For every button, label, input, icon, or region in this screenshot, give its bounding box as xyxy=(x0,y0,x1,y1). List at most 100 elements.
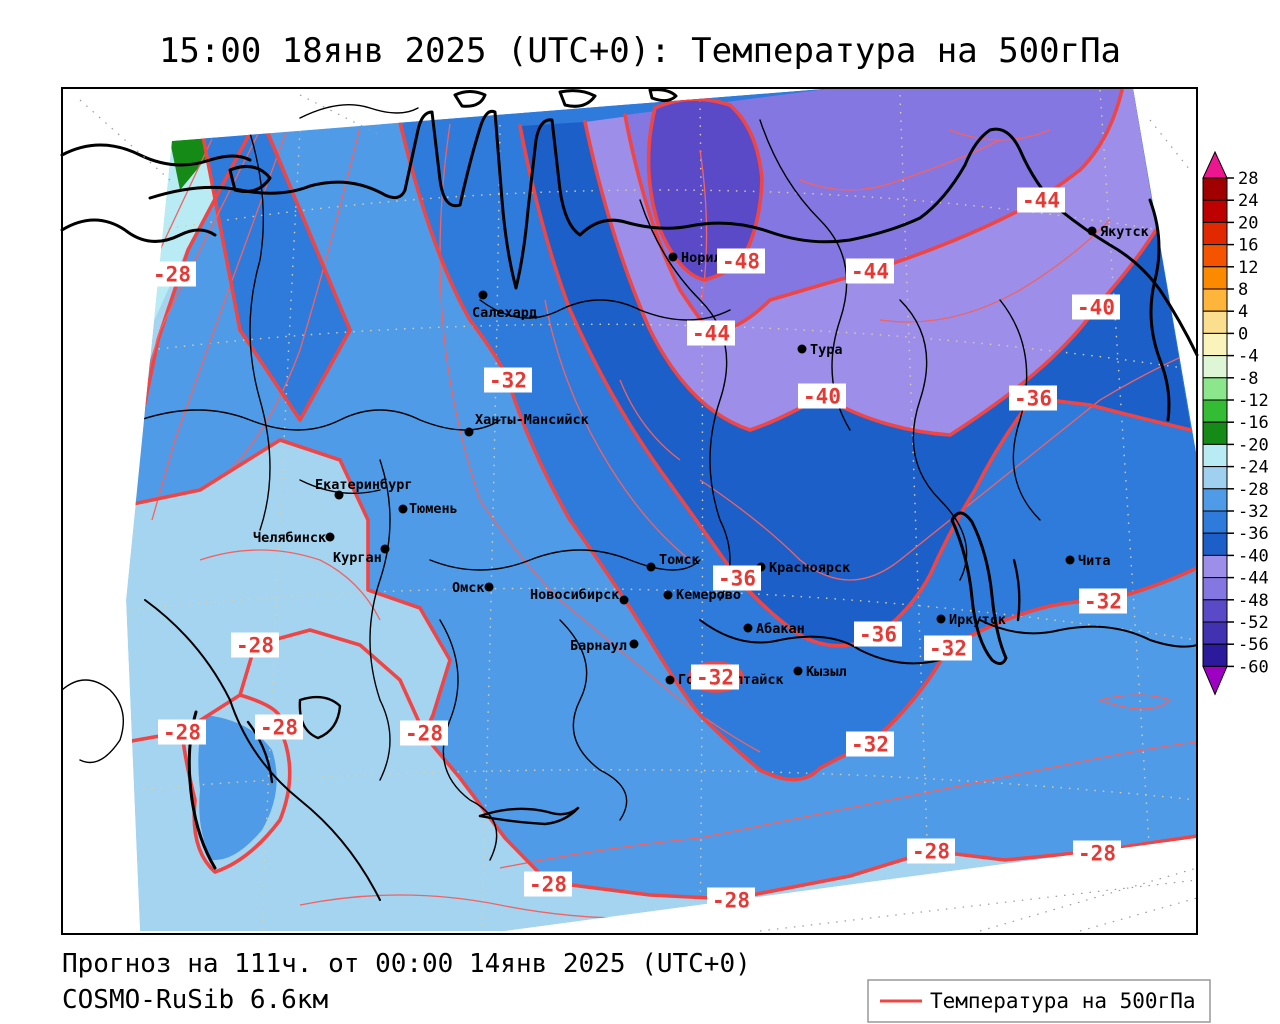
colorbar-cell xyxy=(1202,221,1228,246)
colorbar-under-arrow xyxy=(1202,665,1228,696)
colorbar-tick-label: -16 xyxy=(1238,413,1269,433)
colorbar-cell xyxy=(1202,532,1228,556)
city-label: Омск xyxy=(452,580,485,596)
city-dot xyxy=(1065,555,1075,565)
colorbar-tick-label: -52 xyxy=(1238,613,1269,633)
contour-label: -28 xyxy=(400,720,448,746)
city-dot xyxy=(478,290,488,300)
colorbar-tick-label: -44 xyxy=(1238,569,1269,589)
contour-label-box xyxy=(524,871,572,897)
legend-label: Температура на 500гПа xyxy=(930,989,1196,1013)
contour-label: -28 xyxy=(158,719,206,745)
city-label: Ханты-Мансийск xyxy=(475,412,589,428)
city-label: Курган xyxy=(333,550,382,566)
contour-label-box xyxy=(1079,588,1127,614)
contour-label: -36 xyxy=(713,565,761,591)
region-minus32-36-tongue xyxy=(203,131,350,420)
aral-sea xyxy=(298,695,342,740)
contour-label-box xyxy=(924,635,972,661)
contour-label-box xyxy=(798,383,846,409)
city: Томск xyxy=(646,552,700,572)
arctic-island-1 xyxy=(453,90,487,108)
contour-label-box xyxy=(717,248,765,274)
contour-label-value: -28 xyxy=(236,634,274,658)
colorbar-cell xyxy=(1202,554,1228,579)
city: Кемерово xyxy=(663,587,741,603)
colorbar-tick-label: 16 xyxy=(1238,236,1258,256)
contour-label: -28 xyxy=(907,838,955,864)
contour-label-value: -28 xyxy=(712,889,750,913)
city-dot xyxy=(668,252,678,262)
contour-label: -44 xyxy=(687,320,735,346)
colorbar-cell xyxy=(1202,310,1228,334)
colorbar-tick-label: 24 xyxy=(1238,191,1258,211)
city: Красноярск xyxy=(756,560,850,576)
contour-label: -36 xyxy=(1009,385,1057,411)
lake-baikal xyxy=(950,511,1008,665)
colorbar-tick-label: -48 xyxy=(1238,591,1269,611)
contour-label-value: -32 xyxy=(489,369,527,393)
contour-label-value: -28 xyxy=(163,721,201,745)
city-label: Чита xyxy=(1078,553,1111,569)
contour-label-value: -40 xyxy=(803,385,841,409)
lake-balkhash-north xyxy=(478,806,580,818)
colorbar-cell xyxy=(1202,377,1228,401)
contour-labels-layer: -28 -48 -44 -44 -44 -40 -40 -36 -32 -36 -36 -32 -32 -… xyxy=(148,187,1127,913)
colorbar-tick-label: 12 xyxy=(1238,258,1258,278)
thin-contours xyxy=(137,123,1197,919)
city-dot xyxy=(619,595,629,605)
contour-label-box xyxy=(854,621,902,647)
contour-label: -32 xyxy=(1079,588,1127,614)
colorbar-cell xyxy=(1202,332,1228,357)
city: Екатеринбург xyxy=(315,477,413,500)
lake-balkhash-south xyxy=(478,806,580,826)
contour-label-box xyxy=(707,887,755,913)
contour-label-box xyxy=(1009,385,1057,411)
city-dot xyxy=(1087,226,1097,236)
contour-label-box xyxy=(484,367,532,393)
contour-label-value: -36 xyxy=(1014,387,1052,411)
contour-label-value: -48 xyxy=(722,250,760,274)
city: Барнаул xyxy=(570,638,639,654)
city-dot xyxy=(464,427,474,437)
city: Чита xyxy=(1065,553,1111,569)
city: Абакан xyxy=(743,621,805,637)
city: Тура xyxy=(797,342,843,358)
lake-east-of-baikal xyxy=(1012,558,1021,622)
contour-label-value: -28 xyxy=(1078,842,1116,866)
city: Кызыл xyxy=(793,664,847,680)
colorbar-cell xyxy=(1202,421,1228,445)
contour-label-value: -32 xyxy=(1084,590,1122,614)
legend: Температура на 500гПа xyxy=(867,979,1211,1023)
contour-label-value: -36 xyxy=(859,623,897,647)
forecast-info-line: Прогноз на 111ч. от 00:00 14янв 2025 (UT… xyxy=(62,949,751,979)
colorbar-cell xyxy=(1202,177,1228,201)
colorbar-tick-label: -36 xyxy=(1238,524,1269,544)
contour-label-box xyxy=(691,664,739,690)
contour-label-value: -28 xyxy=(405,722,443,746)
colorbar-cell xyxy=(1202,244,1228,268)
colorbar-tick-label: -60 xyxy=(1238,657,1269,677)
contour-label: -28 xyxy=(255,714,303,740)
contour-label-box xyxy=(255,714,303,740)
contour-label-value: -36 xyxy=(718,567,756,591)
city: Якутск xyxy=(1087,224,1149,240)
colorbar-tick-label: -28 xyxy=(1238,480,1269,500)
city-dot xyxy=(665,675,675,685)
city-dot xyxy=(936,614,946,624)
colorbar-cell xyxy=(1202,488,1228,512)
city-label: Красноярск xyxy=(769,560,850,576)
city-dot xyxy=(398,504,408,514)
colorbar-cell xyxy=(1202,266,1228,290)
contour-label-box xyxy=(148,261,196,287)
city-label: Кызыл xyxy=(806,664,847,680)
contour-label: -48 xyxy=(717,248,765,274)
city: Тюмень xyxy=(398,501,458,517)
scandinavia-coast xyxy=(60,143,252,167)
city-label: Салехард xyxy=(472,305,537,321)
colorbar-cell xyxy=(1202,621,1228,645)
model-info-line: COSMO-RuSib 6.6км xyxy=(62,985,328,1015)
contour-label: -32 xyxy=(924,635,972,661)
city-dot xyxy=(484,582,494,592)
